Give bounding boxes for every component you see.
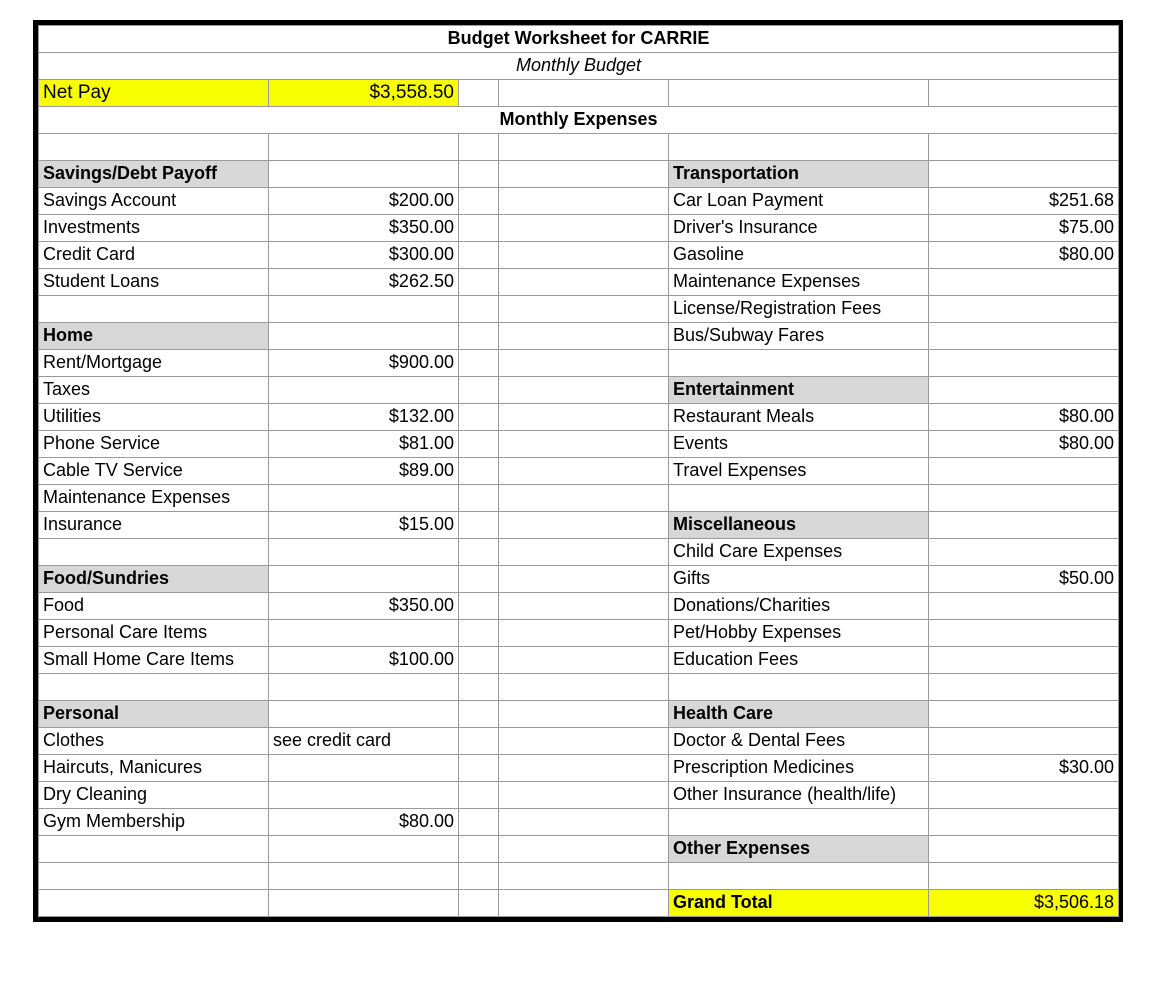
table-row-value bbox=[929, 620, 1119, 647]
section-misc-header: Miscellaneous bbox=[669, 512, 929, 539]
table-row-value: $89.00 bbox=[269, 458, 459, 485]
table-row-value: $80.00 bbox=[929, 431, 1119, 458]
table-row-label: Haircuts, Manicures bbox=[39, 755, 269, 782]
worksheet-title: Budget Worksheet for CARRIE bbox=[39, 26, 1119, 53]
section-transportation-header: Transportation bbox=[669, 161, 929, 188]
table-row-value bbox=[269, 377, 459, 404]
budget-table: Budget Worksheet for CARRIE Monthly Budg… bbox=[38, 25, 1119, 917]
table-row-value: $80.00 bbox=[929, 242, 1119, 269]
section-entertainment-header: Entertainment bbox=[669, 377, 929, 404]
section-other-header: Other Expenses bbox=[669, 836, 929, 863]
table-row-label: Clothes bbox=[39, 728, 269, 755]
table-row-value: $251.68 bbox=[929, 188, 1119, 215]
table-row-label: Donations/Charities bbox=[669, 593, 929, 620]
net-pay-label: Net Pay bbox=[39, 80, 269, 107]
table-row-label: Bus/Subway Fares bbox=[669, 323, 929, 350]
table-row-label: Credit Card bbox=[39, 242, 269, 269]
table-row-label: Rent/Mortgage bbox=[39, 350, 269, 377]
table-row-value: $350.00 bbox=[269, 215, 459, 242]
table-row-label: Driver's Insurance bbox=[669, 215, 929, 242]
table-row-label: Taxes bbox=[39, 377, 269, 404]
table-row-label: Restaurant Meals bbox=[669, 404, 929, 431]
table-row-value bbox=[929, 296, 1119, 323]
table-row-label: Doctor & Dental Fees bbox=[669, 728, 929, 755]
table-row-value bbox=[269, 755, 459, 782]
table-row-label: Car Loan Payment bbox=[669, 188, 929, 215]
table-row-label: Gasoline bbox=[669, 242, 929, 269]
table-row-value: $15.00 bbox=[269, 512, 459, 539]
table-row-label: Education Fees bbox=[669, 647, 929, 674]
table-row-label: Other Insurance (health/life) bbox=[669, 782, 929, 809]
section-savings-header: Savings/Debt Payoff bbox=[39, 161, 269, 188]
table-row-value bbox=[929, 323, 1119, 350]
table-row-label: Personal Care Items bbox=[39, 620, 269, 647]
table-row-value: $81.00 bbox=[269, 431, 459, 458]
table-row-value: $262.50 bbox=[269, 269, 459, 296]
table-row-label: Maintenance Expenses bbox=[669, 269, 929, 296]
table-row-label: Small Home Care Items bbox=[39, 647, 269, 674]
table-row-label: Utilities bbox=[39, 404, 269, 431]
section-personal-header: Personal bbox=[39, 701, 269, 728]
table-row-label: Phone Service bbox=[39, 431, 269, 458]
table-row-label: Gifts bbox=[669, 566, 929, 593]
table-row-label: Cable TV Service bbox=[39, 458, 269, 485]
table-row-label: Student Loans bbox=[39, 269, 269, 296]
table-row-value: see credit card bbox=[269, 728, 459, 755]
table-row-value bbox=[269, 485, 459, 512]
table-row-label: Investments bbox=[39, 215, 269, 242]
table-row-label: Travel Expenses bbox=[669, 458, 929, 485]
table-row-label: Dry Cleaning bbox=[39, 782, 269, 809]
table-row-label: Maintenance Expenses bbox=[39, 485, 269, 512]
table-row-label: Food bbox=[39, 593, 269, 620]
table-row-value bbox=[929, 458, 1119, 485]
table-row-value: $50.00 bbox=[929, 566, 1119, 593]
net-pay-value: $3,558.50 bbox=[269, 80, 459, 107]
section-food-header: Food/Sundries bbox=[39, 566, 269, 593]
table-row-label: Prescription Medicines bbox=[669, 755, 929, 782]
table-row-value: $350.00 bbox=[269, 593, 459, 620]
table-row-value bbox=[929, 782, 1119, 809]
table-row-label: Insurance bbox=[39, 512, 269, 539]
section-home-header: Home bbox=[39, 323, 269, 350]
table-row-value bbox=[929, 836, 1119, 863]
grand-total-label: Grand Total bbox=[669, 890, 929, 917]
table-row-value bbox=[929, 647, 1119, 674]
table-row-value bbox=[929, 269, 1119, 296]
section-health-header: Health Care bbox=[669, 701, 929, 728]
table-row-value: $200.00 bbox=[269, 188, 459, 215]
table-row-value bbox=[929, 539, 1119, 566]
table-row-value: $300.00 bbox=[269, 242, 459, 269]
table-row-value bbox=[269, 620, 459, 647]
table-row-label: Savings Account bbox=[39, 188, 269, 215]
table-row-label: Pet/Hobby Expenses bbox=[669, 620, 929, 647]
worksheet-frame: Budget Worksheet for CARRIE Monthly Budg… bbox=[33, 20, 1123, 922]
table-row-value: $132.00 bbox=[269, 404, 459, 431]
table-row-value: $80.00 bbox=[929, 404, 1119, 431]
table-row-value: $80.00 bbox=[269, 809, 459, 836]
table-row-label: License/Registration Fees bbox=[669, 296, 929, 323]
worksheet-subtitle: Monthly Budget bbox=[39, 53, 1119, 80]
table-row-value bbox=[929, 728, 1119, 755]
table-row-value: $30.00 bbox=[929, 755, 1119, 782]
monthly-expenses-header: Monthly Expenses bbox=[39, 107, 1119, 134]
table-row-value: $900.00 bbox=[269, 350, 459, 377]
table-row-value: $75.00 bbox=[929, 215, 1119, 242]
table-row-label: Child Care Expenses bbox=[669, 539, 929, 566]
table-row-value bbox=[929, 593, 1119, 620]
table-row-value: $100.00 bbox=[269, 647, 459, 674]
table-row-value bbox=[269, 782, 459, 809]
grand-total-value: $3,506.18 bbox=[929, 890, 1119, 917]
table-row-label: Gym Membership bbox=[39, 809, 269, 836]
table-row-label: Events bbox=[669, 431, 929, 458]
